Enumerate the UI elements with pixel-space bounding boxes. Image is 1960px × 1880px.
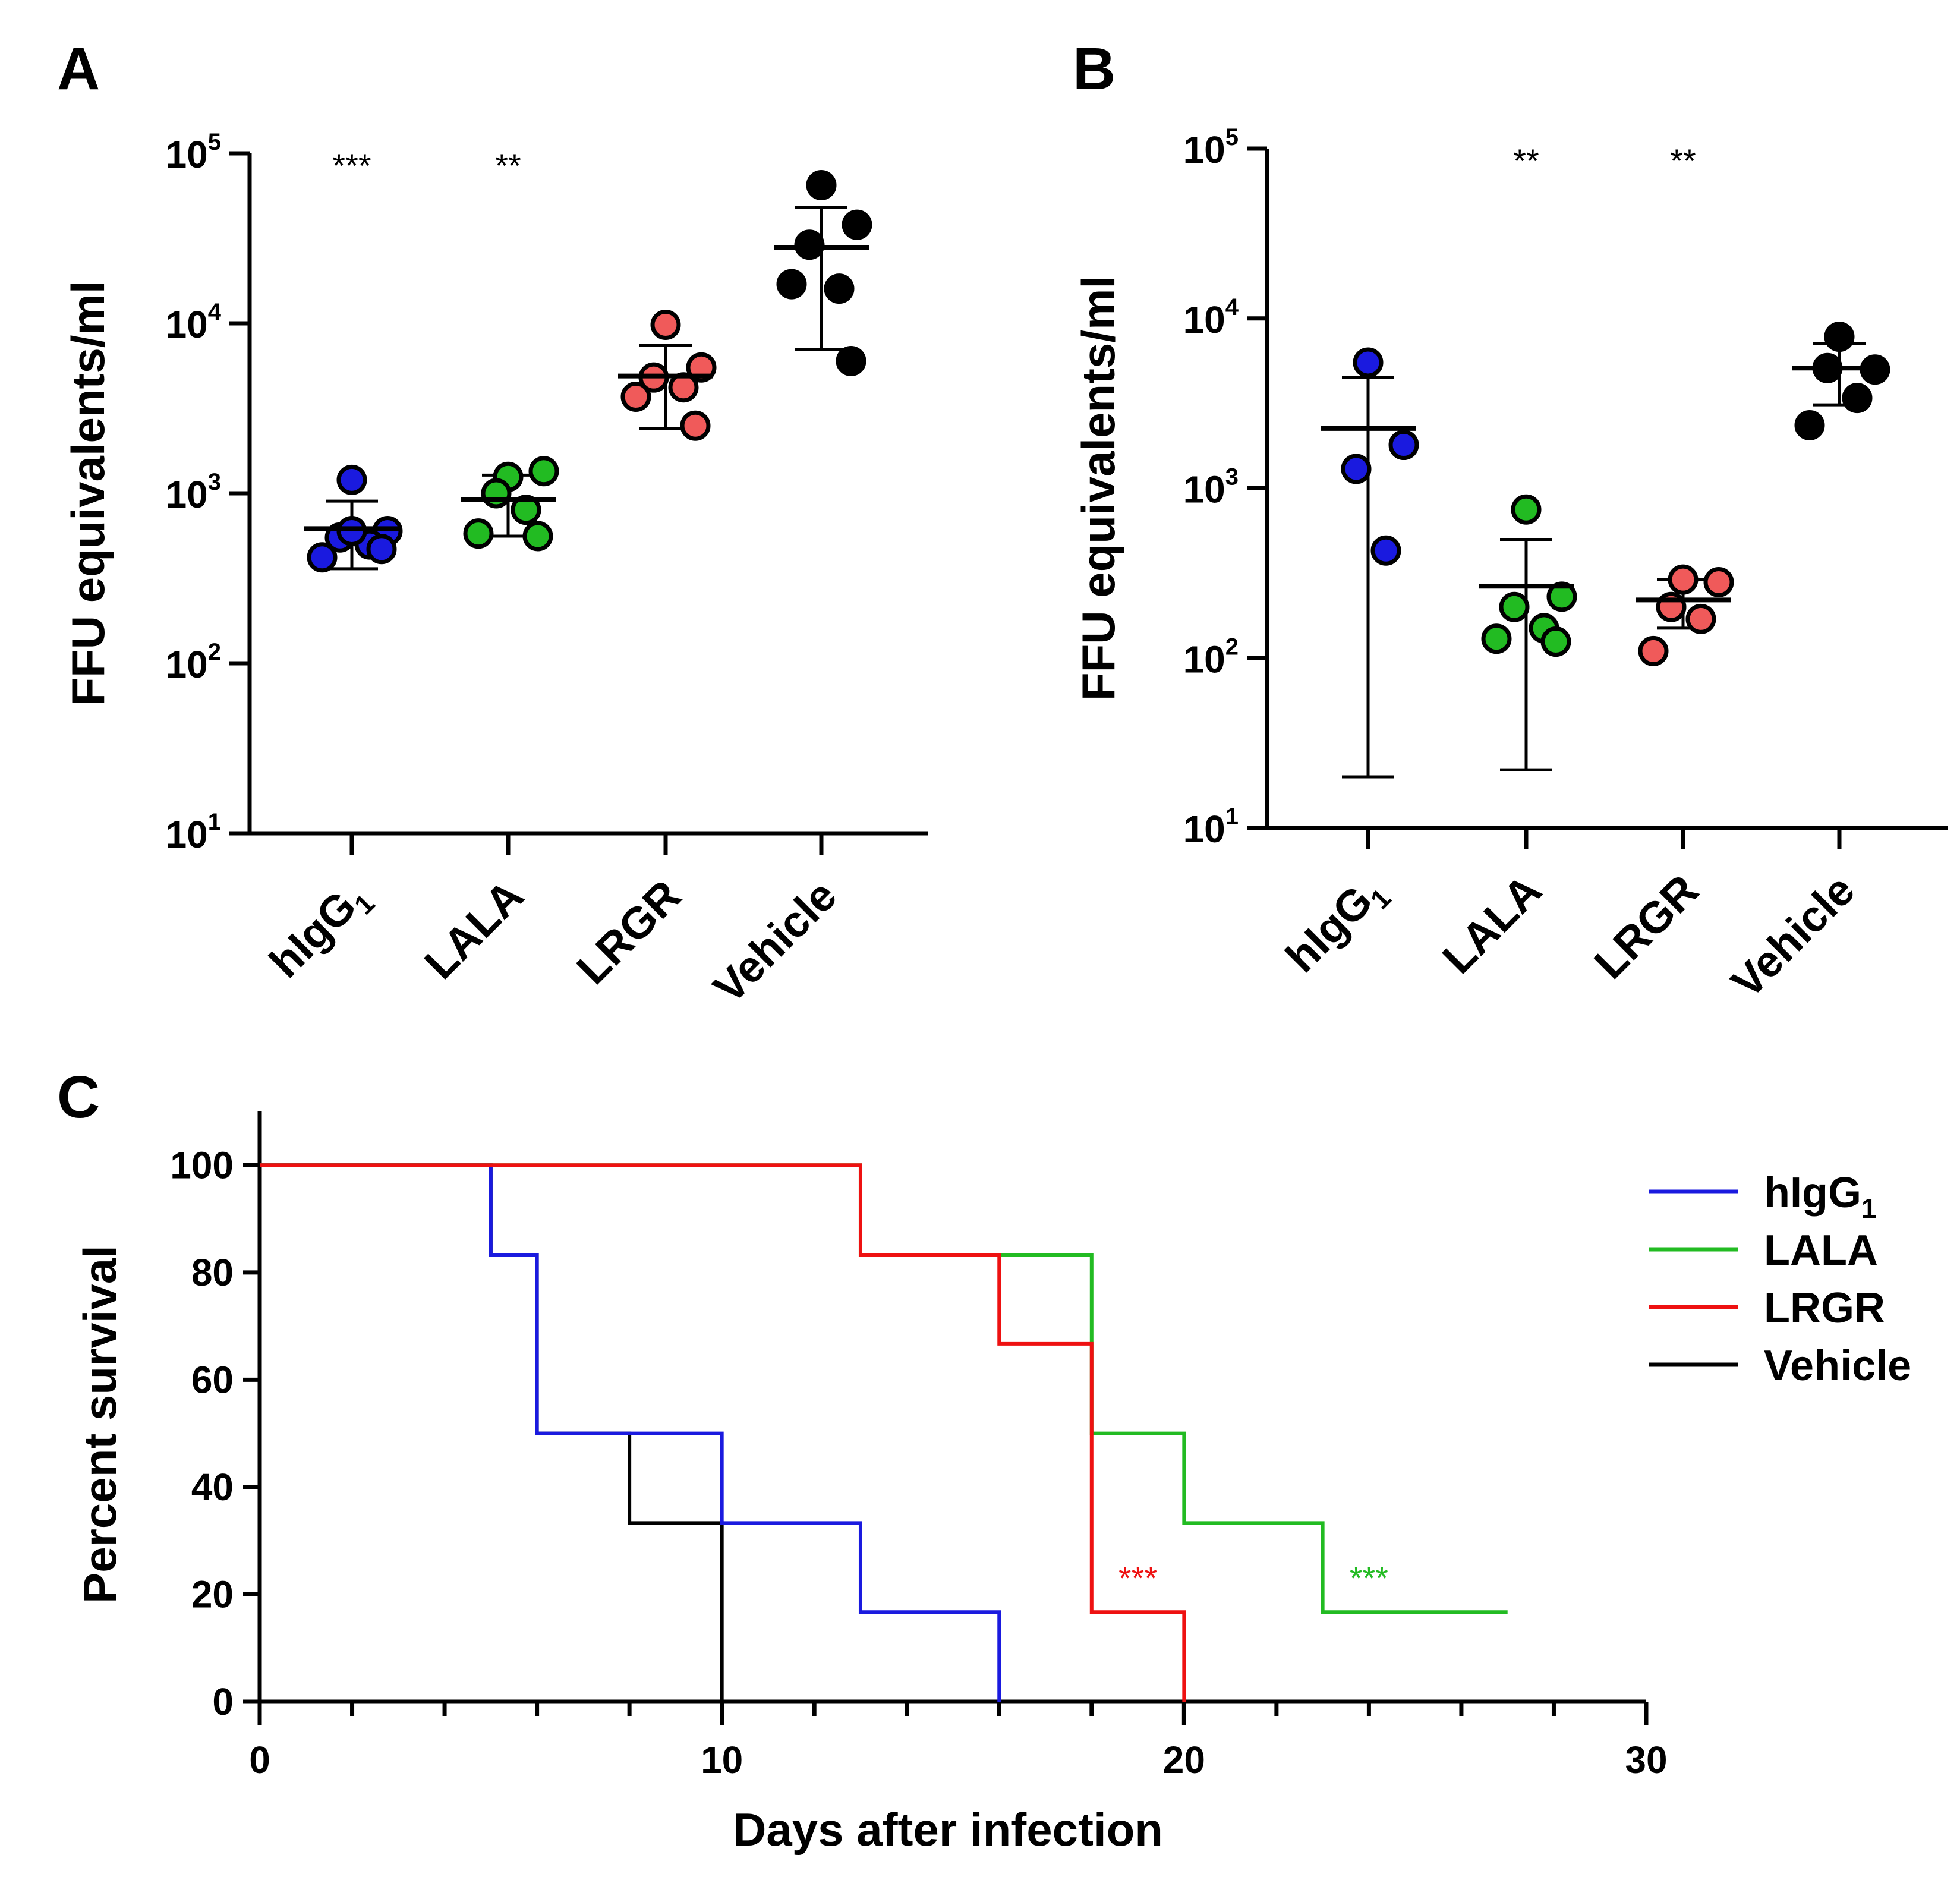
significance-label: *** xyxy=(1350,1559,1388,1596)
data-point xyxy=(1638,635,1669,666)
y-tick-label: 105 xyxy=(166,129,221,176)
y-tick-label: 100 xyxy=(170,1144,234,1186)
x-tick-label: LRGR xyxy=(567,871,690,994)
data-point xyxy=(1353,347,1384,378)
data-point xyxy=(1842,383,1873,414)
y-tick-label: 101 xyxy=(1183,804,1239,851)
legend-label: LRGR xyxy=(1764,1284,1885,1332)
legend-label: LALA xyxy=(1764,1227,1878,1274)
data-point xyxy=(842,209,872,240)
y-tick-label: 80 xyxy=(191,1251,234,1294)
data-point xyxy=(806,170,837,201)
series-group xyxy=(1479,494,1577,771)
data-point xyxy=(620,381,651,412)
data-point xyxy=(481,478,512,509)
survival-line xyxy=(260,1163,1186,1702)
data-point xyxy=(1370,535,1401,566)
series-group xyxy=(618,310,717,441)
data-point xyxy=(1511,494,1542,525)
panel-letter-b: B xyxy=(1073,36,1116,102)
data-point xyxy=(1824,322,1855,352)
y-tick-label: 40 xyxy=(191,1466,234,1509)
x-axis-title: Days after infection xyxy=(733,1803,1163,1856)
data-point xyxy=(1703,566,1734,597)
series-group xyxy=(1792,322,1890,440)
data-point xyxy=(1481,623,1512,654)
x-tick-label: 0 xyxy=(249,1739,270,1781)
y-tick-label: 103 xyxy=(1183,464,1239,511)
significance-label: ** xyxy=(495,147,521,184)
data-point xyxy=(794,229,825,260)
data-point xyxy=(336,515,367,546)
x-tick-label: Vehicle xyxy=(704,871,846,1013)
y-tick-label: 105 xyxy=(1183,124,1239,171)
data-point xyxy=(307,542,338,573)
x-tick-label: 20 xyxy=(1163,1739,1205,1781)
x-tick-label: 10 xyxy=(701,1739,743,1781)
significance-label: ** xyxy=(1670,142,1696,180)
significance-label: ** xyxy=(1513,142,1539,180)
data-point xyxy=(1388,430,1419,461)
x-tick-label: hIgG1 xyxy=(260,871,380,991)
panel-letter-c: C xyxy=(57,1064,100,1130)
data-point xyxy=(824,273,855,304)
data-point xyxy=(463,518,494,549)
data-point xyxy=(366,534,397,565)
panel-letter-a: A xyxy=(57,36,100,102)
y-tick-label: 102 xyxy=(166,639,221,686)
data-point xyxy=(650,310,681,341)
y-axis-title: Percent survival xyxy=(74,1245,126,1604)
y-tick-label: 104 xyxy=(1183,294,1239,341)
panel-a-scatter: 101 102 103 104 105 FFU equivalents/ml hIgG1 LA… xyxy=(62,129,928,1013)
y-tick-label: 101 xyxy=(166,809,221,856)
survival-line xyxy=(260,1163,1508,1614)
panel-b-scatter: 101 102 103 104 105 FFU equivalents/ml hIgG1 LA… xyxy=(1072,124,1948,1007)
survival-line xyxy=(260,1163,1001,1702)
x-tick-label: hIgG1 xyxy=(1276,865,1397,986)
data-point xyxy=(680,410,711,441)
series-group xyxy=(1321,347,1419,779)
data-point xyxy=(1341,454,1372,484)
series-group xyxy=(1636,564,1734,666)
legend-label: Vehicle xyxy=(1764,1342,1911,1390)
y-tick-label: 0 xyxy=(212,1680,234,1723)
data-point xyxy=(1546,581,1577,612)
legend-label: hIgG1 xyxy=(1764,1169,1877,1224)
data-point xyxy=(511,495,541,525)
x-tick-label: LALA xyxy=(1433,865,1551,983)
y-axis-title: FFU equivalents/ml xyxy=(1072,276,1124,701)
data-point xyxy=(836,345,866,376)
x-tick-label: Vehicle xyxy=(1722,865,1864,1007)
series-group xyxy=(774,170,872,376)
data-point xyxy=(1499,591,1530,622)
data-point xyxy=(528,456,559,487)
data-point xyxy=(1685,603,1716,634)
data-point xyxy=(336,464,367,495)
series-group xyxy=(461,456,559,552)
y-tick-label: 102 xyxy=(1183,634,1239,681)
data-point xyxy=(522,521,553,552)
panel-c-survival: 0 20 40 60 80 100 0 10 20 30 Percent survival Days … xyxy=(74,1111,1911,1856)
significance-label: *** xyxy=(332,147,371,184)
data-point xyxy=(1668,564,1699,595)
y-axis-title: FFU equivalents/ml xyxy=(62,281,114,706)
y-tick-label: 20 xyxy=(191,1573,234,1616)
y-tick-label: 60 xyxy=(191,1358,234,1401)
data-point xyxy=(1540,626,1571,657)
x-tick-label: 30 xyxy=(1625,1739,1667,1781)
y-tick-label: 104 xyxy=(166,299,222,346)
data-point xyxy=(1794,410,1825,440)
series-group xyxy=(304,464,403,573)
x-tick-label: LALA xyxy=(415,871,532,988)
significance-label: *** xyxy=(1118,1559,1157,1596)
x-tick-label: LRGR xyxy=(1584,865,1707,988)
y-tick-label: 103 xyxy=(166,469,221,516)
data-point xyxy=(776,269,807,300)
